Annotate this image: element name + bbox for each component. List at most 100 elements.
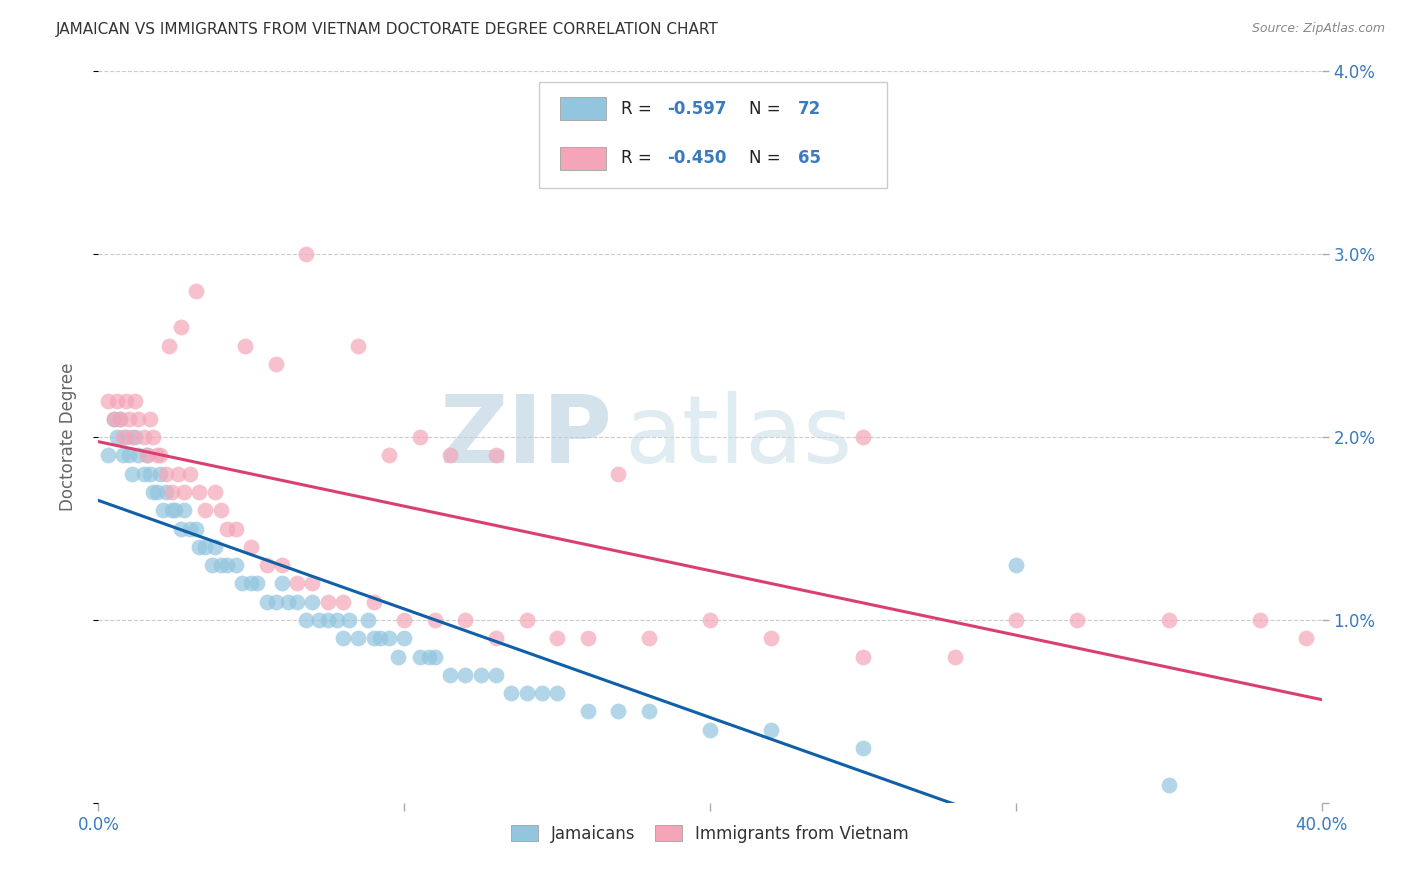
Point: [530, 686, 553, 700]
Point: [127, 412, 149, 426]
Point: [576, 705, 599, 719]
Point: [121, 430, 143, 444]
Point: [943, 649, 966, 664]
Point: [256, 558, 278, 573]
Point: [103, 412, 125, 426]
Point: [392, 632, 416, 646]
Text: 65: 65: [799, 149, 821, 168]
Point: [139, 467, 162, 481]
Point: [347, 632, 370, 646]
Point: [408, 649, 430, 664]
Point: [111, 430, 134, 444]
Point: [378, 632, 401, 646]
Point: [516, 613, 538, 627]
Point: [356, 613, 378, 627]
Point: [142, 485, 165, 500]
Point: [149, 449, 172, 463]
Point: [316, 613, 339, 627]
Point: [115, 430, 138, 444]
Point: [546, 686, 568, 700]
Point: [105, 430, 128, 444]
Point: [1066, 613, 1088, 627]
Text: R =: R =: [620, 149, 657, 168]
Point: [142, 430, 165, 444]
Point: [124, 430, 146, 444]
Point: [155, 485, 177, 500]
Point: [576, 632, 599, 646]
Point: [139, 412, 162, 426]
FancyBboxPatch shape: [560, 97, 606, 120]
Point: [225, 558, 247, 573]
Point: [637, 705, 661, 719]
Point: [1004, 613, 1026, 627]
Point: [186, 284, 208, 298]
Point: [209, 558, 232, 573]
Point: [423, 649, 446, 664]
Point: [485, 449, 508, 463]
Text: R =: R =: [620, 100, 657, 118]
Point: [134, 430, 156, 444]
Point: [163, 503, 186, 517]
Point: [332, 595, 354, 609]
Point: [1249, 613, 1271, 627]
Y-axis label: Doctorate Degree: Doctorate Degree: [59, 363, 77, 511]
Point: [326, 613, 349, 627]
Point: [337, 613, 360, 627]
Point: [103, 412, 125, 426]
Point: [485, 667, 508, 681]
Point: [204, 485, 226, 500]
Point: [173, 503, 195, 517]
Point: [157, 338, 180, 352]
Point: [852, 430, 875, 444]
Point: [699, 613, 721, 627]
Point: [186, 521, 208, 535]
Point: [277, 595, 299, 609]
Point: [155, 467, 177, 481]
Point: [308, 613, 330, 627]
Point: [256, 595, 278, 609]
Point: [285, 576, 308, 591]
Text: 72: 72: [799, 100, 821, 118]
Point: [439, 449, 461, 463]
Point: [215, 521, 238, 535]
Point: [134, 467, 156, 481]
Point: [136, 449, 159, 463]
Text: -0.450: -0.450: [668, 149, 727, 168]
Point: [852, 649, 875, 664]
Point: [179, 467, 201, 481]
Point: [194, 540, 217, 554]
Point: [121, 467, 143, 481]
Point: [97, 393, 120, 408]
Point: [246, 576, 269, 591]
Point: [160, 485, 183, 500]
Point: [188, 540, 211, 554]
Point: [759, 632, 782, 646]
Text: Source: ZipAtlas.com: Source: ZipAtlas.com: [1251, 22, 1385, 36]
Point: [200, 558, 222, 573]
Point: [607, 705, 630, 719]
Point: [209, 503, 232, 517]
Point: [136, 449, 159, 463]
Point: [378, 449, 401, 463]
Text: N =: N =: [749, 149, 786, 168]
Point: [179, 521, 201, 535]
Point: [546, 632, 568, 646]
Point: [105, 393, 128, 408]
Point: [301, 595, 323, 609]
FancyBboxPatch shape: [538, 82, 887, 188]
Point: [233, 338, 256, 352]
Point: [167, 467, 190, 481]
Point: [363, 632, 385, 646]
Point: [454, 667, 477, 681]
Point: [145, 485, 167, 500]
Point: [152, 503, 174, 517]
Point: [607, 467, 630, 481]
Point: [97, 449, 120, 463]
Point: [108, 412, 131, 426]
Point: [1157, 778, 1180, 792]
Point: [215, 558, 238, 573]
Point: [332, 632, 354, 646]
Point: [225, 521, 247, 535]
Point: [204, 540, 226, 554]
Point: [170, 521, 193, 535]
